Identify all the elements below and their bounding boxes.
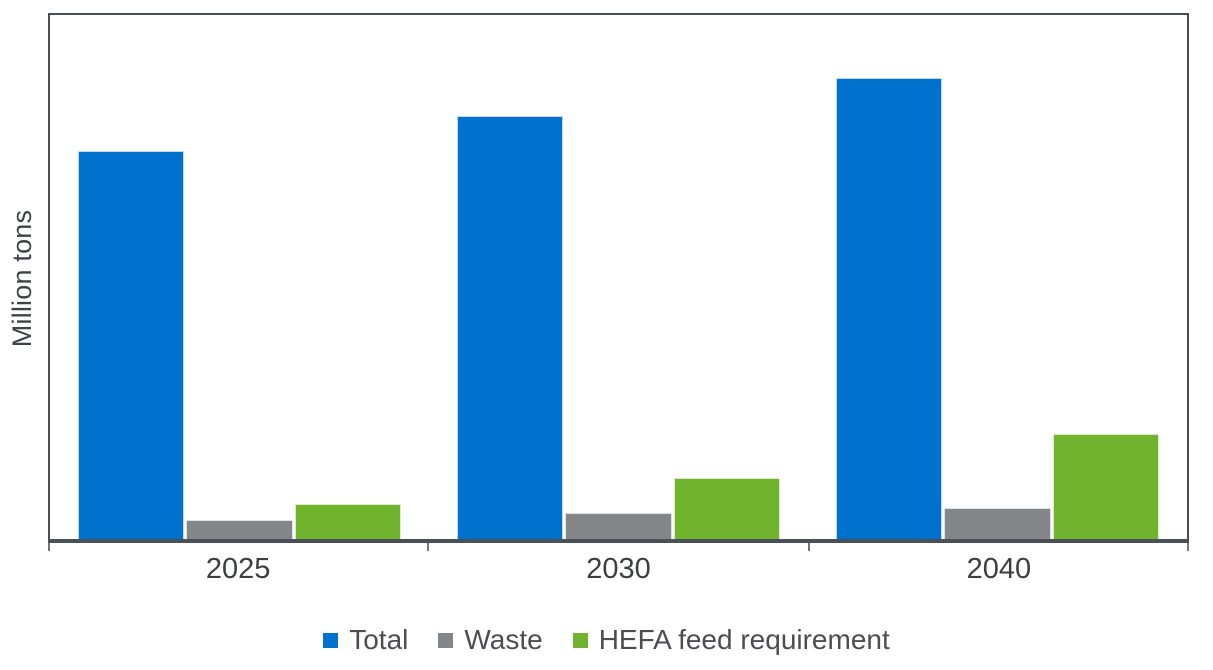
bar-hefa-feed-requirement-2040 [1052, 434, 1159, 539]
bar-waste-2030 [565, 512, 672, 539]
axis-tick [807, 543, 810, 551]
legend-swatch-icon [438, 632, 454, 648]
bar-total-2025 [78, 151, 185, 539]
x-axis-labels: 2025 2030 2040 [48, 553, 1189, 586]
x-axis-label-2025: 2025 [205, 553, 271, 585]
bar-waste-2025 [186, 519, 293, 539]
bar-group-2030 [429, 15, 808, 539]
legend-item-hefa-feed-requirement: HEFA feed requirement [572, 624, 890, 656]
plot-area [48, 13, 1189, 543]
legend: Total Waste HEFA feed requirement [0, 624, 1213, 656]
bar-group-2040 [808, 15, 1187, 539]
bar-hefa-feed-requirement-2025 [294, 504, 401, 539]
x-axis-label-2040: 2040 [966, 553, 1032, 585]
axis-tick [427, 543, 430, 551]
x-axis-ticks [48, 543, 1189, 551]
legend-label: HEFA feed requirement [598, 624, 890, 655]
legend-label: Total [349, 624, 409, 655]
axis-tick [48, 543, 50, 551]
y-axis-title: Million tons [7, 209, 38, 347]
bar-waste-2040 [944, 507, 1051, 539]
legend-swatch-icon [323, 632, 339, 648]
legend-label: Waste [464, 624, 543, 655]
legend-swatch-icon [572, 632, 588, 648]
legend-item-total: Total [323, 624, 408, 656]
axis-tick [1187, 543, 1189, 551]
bar-hefa-feed-requirement-2030 [673, 477, 780, 539]
bar-group-2025 [50, 15, 429, 539]
bar-total-2030 [457, 116, 564, 539]
y-axis-title-wrap: Million tons [0, 13, 46, 543]
x-axis-label-2030: 2030 [586, 553, 651, 585]
legend-item-waste: Waste [438, 624, 543, 656]
bar-total-2040 [836, 77, 943, 539]
